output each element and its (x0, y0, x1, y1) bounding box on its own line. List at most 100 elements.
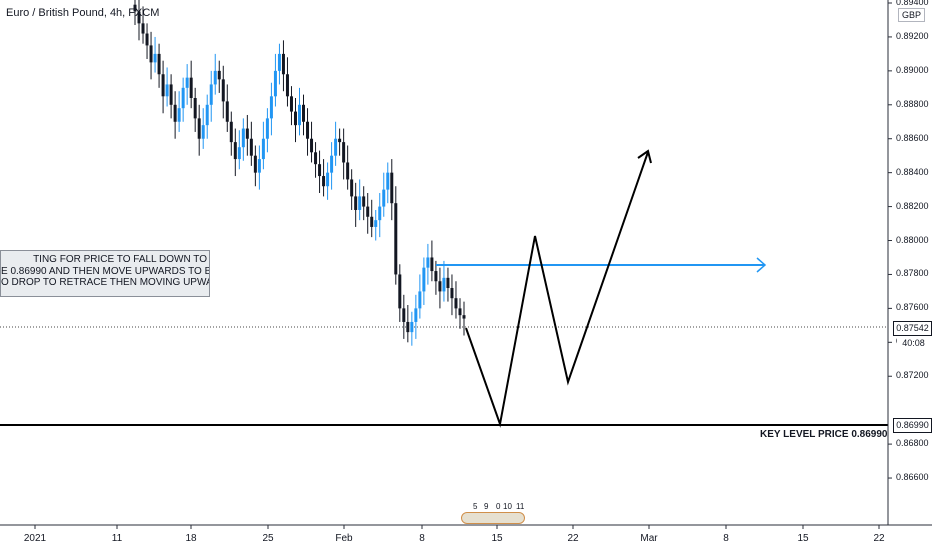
candle-body (446, 277, 450, 289)
key-level-label: KEY LEVEL PRICE 0.86990 (760, 429, 888, 440)
candle-body (229, 121, 233, 143)
price-axis-label: 0.88600 (896, 132, 929, 143)
time-axis-label: 18 (185, 533, 197, 544)
candle-body (197, 118, 201, 139)
projection-path[interactable] (465, 151, 649, 428)
candle-body (273, 70, 277, 97)
annotation-line: E 0.86990 AND THEN MOVE UPWARDS TO BREAK (1, 265, 209, 277)
price-axis-label: 0.87800 (896, 268, 929, 279)
candle-body (233, 142, 237, 160)
candle-body (153, 53, 157, 63)
price-axis-label: 0.89000 (896, 64, 929, 75)
candle-body (133, 4, 137, 12)
event-count: 0 (496, 502, 501, 511)
candle-body (245, 128, 249, 139)
candle-body (438, 281, 442, 292)
event-flags-icon[interactable] (461, 512, 525, 524)
price-axis-label: 0.86600 (896, 472, 929, 483)
candle-body (314, 152, 318, 165)
candle-body (458, 308, 462, 316)
candle-body (306, 121, 310, 139)
time-axis-label: 15 (491, 533, 503, 544)
candle-body (450, 288, 454, 299)
candle-body (426, 257, 430, 268)
candle-body (362, 196, 366, 207)
candle-body (442, 277, 446, 292)
candle-body (269, 96, 273, 119)
grid-lines (34, 2, 892, 529)
candle-body (394, 203, 398, 275)
time-axis-label: 22 (567, 533, 579, 544)
current-price-tag: 0.87542 (893, 321, 932, 336)
time-axis-label: Mar (640, 533, 658, 544)
candle-body (205, 104, 209, 126)
candle-body (386, 172, 390, 190)
event-count: 11 (516, 502, 525, 511)
candle-body (330, 155, 334, 173)
candle-body (169, 84, 173, 105)
candle-body (326, 172, 330, 187)
bar-countdown: 40:08 (897, 337, 930, 349)
candle-body (338, 138, 342, 143)
time-axis-label: 8 (419, 533, 425, 544)
annotation-line: TING FOR PRICE TO FALL DOWN TO (33, 254, 207, 265)
price-axis-label: 0.87600 (896, 302, 929, 313)
annotation-note[interactable]: TING FOR PRICE TO FALL DOWN TO E 0.86990… (0, 250, 210, 297)
candle-body (217, 70, 221, 80)
price-axis-label: 0.89200 (896, 30, 929, 41)
candle-body (430, 257, 434, 272)
candle-body (346, 162, 350, 180)
currency-badge[interactable]: GBP (898, 8, 926, 22)
time-axis-label: 22 (873, 533, 885, 544)
price-axis-label: 0.88400 (896, 166, 929, 177)
candle-body (261, 138, 265, 160)
candle-body (318, 164, 322, 177)
candle-body (161, 74, 165, 97)
candle-body (370, 216, 374, 227)
candle-body (350, 179, 354, 197)
candle-body (149, 45, 153, 63)
time-axis-label: 15 (797, 533, 809, 544)
candle-body (374, 220, 378, 227)
candle-body (310, 138, 314, 153)
price-axis-label: 0.88000 (896, 234, 929, 245)
candle-body (173, 104, 177, 122)
projection-arrow-head (637, 149, 652, 164)
economic-events[interactable]: 5 9 0 10 11 (461, 502, 525, 524)
candle-body (410, 321, 414, 333)
symbol-title[interactable]: Euro / British Pound, 4h, FXCM (6, 7, 160, 19)
candle-body (358, 196, 362, 210)
candle-body (302, 104, 306, 122)
candle-body (298, 104, 301, 126)
candle-body (281, 53, 285, 75)
candle-body (402, 308, 406, 322)
candle-body (237, 147, 241, 160)
candle-body (193, 98, 197, 119)
candle-body (406, 321, 410, 333)
candle-body (390, 172, 394, 204)
candle-body (165, 84, 169, 97)
candle-body (249, 138, 253, 156)
candle-body (293, 111, 297, 126)
candle-body (225, 101, 229, 122)
candle-body (454, 298, 458, 309)
candle-body (157, 53, 161, 75)
candle-body (398, 274, 402, 309)
candle-body (378, 206, 382, 221)
candle-body (422, 267, 426, 292)
candle-body (462, 315, 466, 319)
candle-body (342, 142, 346, 163)
candle-body (257, 159, 261, 173)
candle-body (145, 33, 149, 46)
event-count: 10 (503, 502, 512, 511)
price-axis-label: 0.88200 (896, 200, 929, 211)
time-axis-label: 25 (262, 533, 274, 544)
event-count: 9 (484, 502, 489, 511)
event-count: 5 (473, 502, 478, 511)
candle-body (277, 53, 281, 71)
candle-body (354, 196, 358, 210)
candle-body (414, 308, 418, 322)
price-axis-label: 0.86800 (896, 438, 929, 449)
candle-body (201, 125, 205, 139)
